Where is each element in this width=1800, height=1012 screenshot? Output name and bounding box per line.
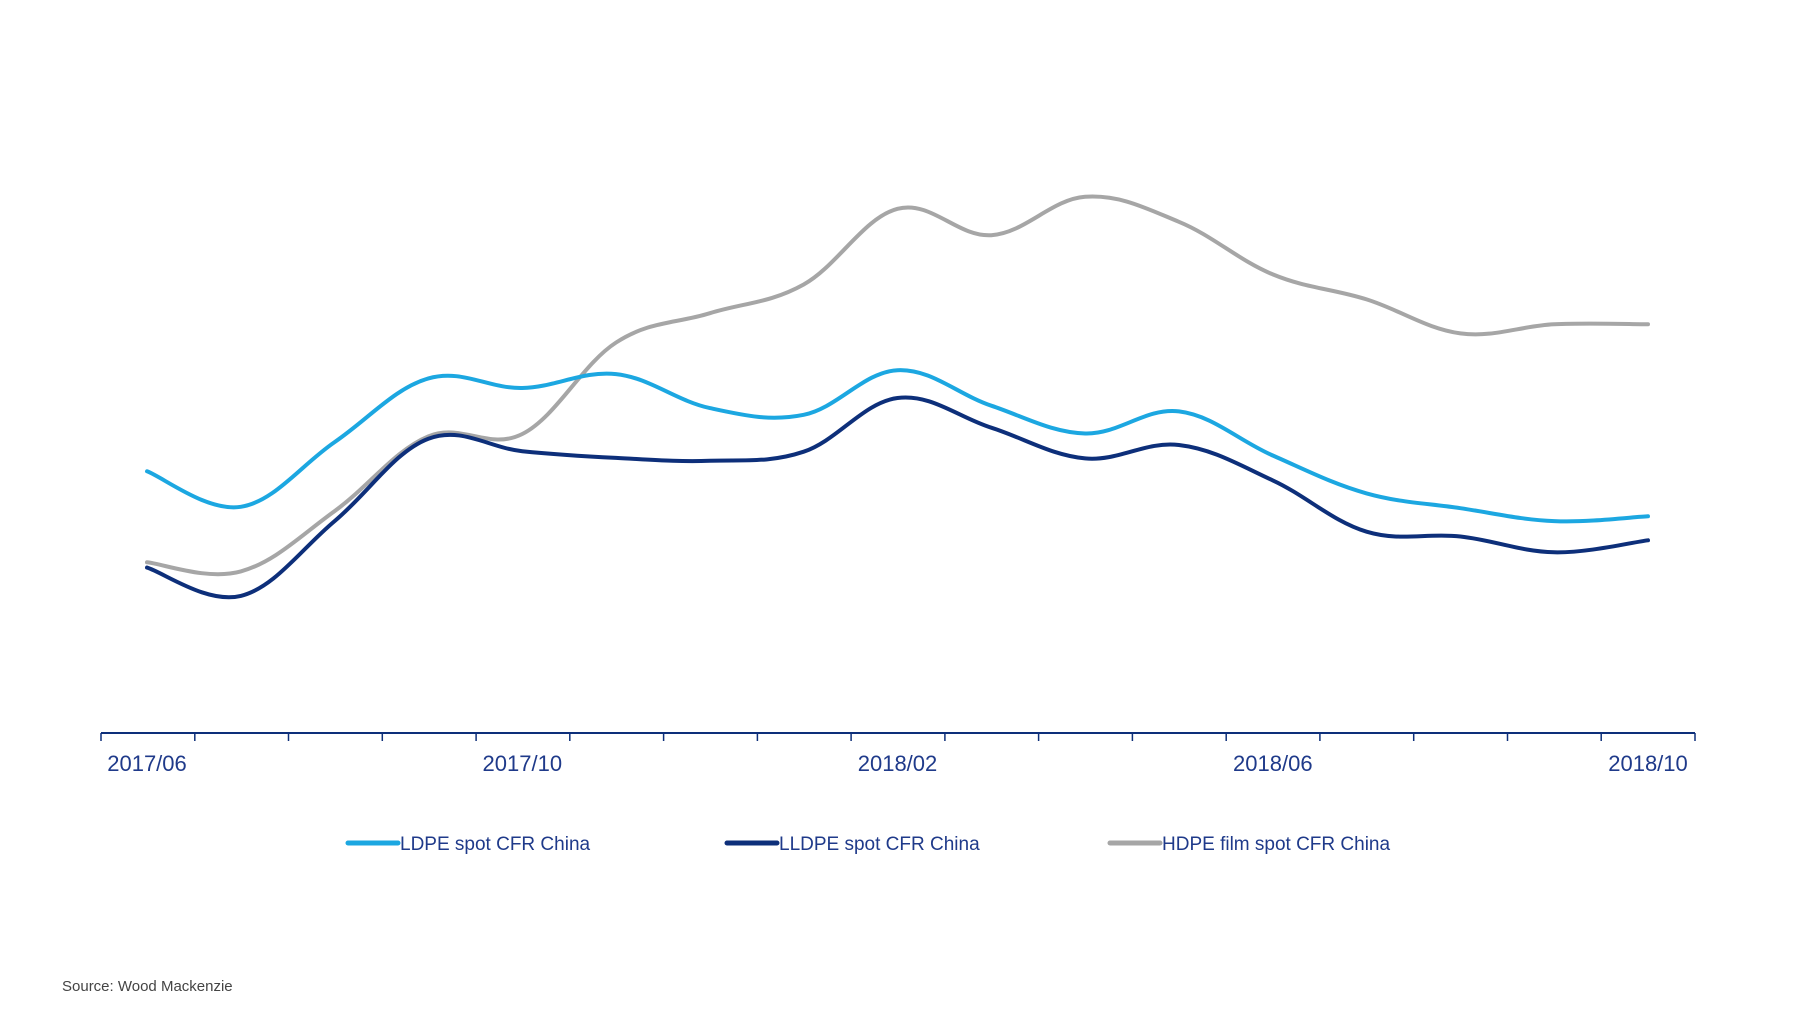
- series-line-lldpe-spot-cfr-china: [145, 395, 1650, 600]
- x-tick-label: 2018/06: [1233, 751, 1313, 776]
- source-note: Source: Wood Mackenzie: [62, 978, 233, 995]
- series-layer: [145, 194, 1650, 600]
- legend-label: HDPE film spot CFR China: [1162, 834, 1390, 855]
- legend-item: HDPE film spot CFR China: [1107, 834, 1390, 855]
- legend: LDPE spot CFR China LLDPE spot CFR China H…: [345, 834, 1390, 855]
- legend-label: LLDPE spot CFR China: [779, 834, 980, 855]
- legend-item: LDPE spot CFR China: [345, 834, 591, 855]
- x-tick-label: 2018/02: [858, 751, 938, 776]
- x-tick-label: 2017/10: [483, 751, 563, 776]
- series-line-hdpe-film-spot-cfr-china: [145, 194, 1650, 577]
- x-axis-ticks: 2017/06 2017/10 2018/02 2018/06 2018/10: [100, 733, 1696, 776]
- legend-item: LLDPE spot CFR China: [724, 834, 980, 855]
- x-tick-label: 2018/10: [1608, 751, 1688, 776]
- x-tick-label: 2017/06: [107, 751, 187, 776]
- legend-label: LDPE spot CFR China: [400, 834, 591, 855]
- series-line-ldpe-spot-cfr-china: [145, 368, 1650, 524]
